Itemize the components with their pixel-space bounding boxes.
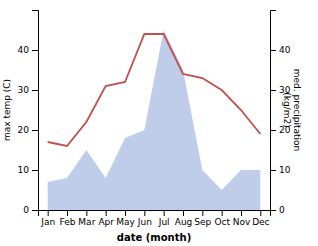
- y-axis-title: max temp (C): [2, 79, 12, 141]
- tick: Dec: [252, 210, 269, 227]
- marks: [48, 30, 261, 210]
- tick-mark: [270, 210, 276, 211]
- tick: Jul: [158, 210, 170, 227]
- tick-mark: [32, 90, 38, 91]
- x-axis-title: date (month): [117, 232, 191, 243]
- tick: Jun: [137, 210, 152, 227]
- tick: 20: [18, 125, 38, 135]
- tick-label: Apr: [98, 217, 114, 227]
- tick-mark: [125, 210, 126, 216]
- tick: 30: [18, 85, 38, 95]
- tick-mark: [67, 210, 68, 216]
- tick-label: May: [116, 217, 135, 227]
- tick-mark: [32, 210, 38, 211]
- tick-mark: [270, 50, 276, 51]
- tick: 40: [18, 45, 38, 55]
- tick-label: 30: [18, 85, 30, 95]
- tick-label: Jan: [40, 217, 55, 227]
- tick-label: Nov: [233, 217, 251, 227]
- y-axis: 0 10 20 30 40: [18, 11, 39, 216]
- title-line: med. precipitation: [292, 69, 302, 151]
- tick-label: Oct: [214, 217, 230, 227]
- y2-axis-title: med. precipitation(kg/m2): [282, 69, 302, 151]
- tick-label: Aug: [175, 217, 193, 227]
- tick: 10: [270, 165, 291, 175]
- tick-label: 10: [279, 165, 291, 175]
- tick-mark: [202, 210, 203, 216]
- tick: Oct: [214, 210, 230, 227]
- area: [48, 30, 261, 210]
- tick-label: 10: [18, 165, 30, 175]
- tick-mark: [222, 210, 223, 216]
- tick: Feb: [60, 210, 76, 227]
- tick-label: 40: [279, 45, 291, 55]
- tick-label: 0: [23, 205, 29, 215]
- tick-mark: [270, 130, 276, 131]
- tick: Apr: [98, 210, 114, 227]
- tick-label: 20: [18, 125, 30, 135]
- tick-mark: [270, 170, 276, 171]
- tick-mark: [32, 50, 38, 51]
- line: [48, 34, 261, 146]
- tick: Mar: [78, 210, 95, 227]
- tick-label: Dec: [252, 217, 269, 227]
- tick-mark: [241, 210, 242, 216]
- tick: May: [116, 210, 135, 227]
- axis-line: [271, 11, 277, 211]
- tick-mark: [86, 210, 87, 216]
- tick-label: Feb: [60, 217, 76, 227]
- tick-mark: [106, 210, 107, 216]
- plot-area: Jan FebMarAprMayJun Jul AugSepOctNovDec 0 10 2…: [18, 11, 291, 228]
- tick: 0: [270, 205, 285, 215]
- tick-label: 40: [18, 45, 30, 55]
- tick: Jan: [40, 210, 55, 227]
- tick-label: Jul: [158, 217, 170, 227]
- chart: Jan FebMarAprMayJun Jul AugSepOctNovDec 0 10 2…: [0, 0, 318, 246]
- tick-mark: [32, 130, 38, 131]
- tick: 40: [270, 45, 291, 55]
- axis-line: [32, 11, 39, 211]
- tick-mark: [144, 210, 145, 216]
- tick: Sep: [194, 210, 211, 227]
- axis-line: [39, 211, 271, 217]
- y2-axis: 010203040: [270, 11, 291, 216]
- tick-label: Sep: [194, 217, 211, 227]
- tick-mark: [48, 210, 49, 216]
- tick-mark: [260, 210, 261, 216]
- tick-label: Jun: [137, 217, 152, 227]
- tick-label: Mar: [78, 217, 95, 227]
- tick-mark: [164, 210, 165, 216]
- tick-mark: [183, 210, 184, 216]
- tick: 10: [18, 165, 38, 175]
- x-axis: Jan FebMarAprMayJun Jul AugSepOctNovDec: [39, 210, 271, 227]
- tick-mark: [270, 90, 276, 91]
- title-line: (kg/m2): [282, 92, 292, 127]
- tick: Nov: [233, 210, 251, 227]
- tick: 0: [23, 205, 38, 215]
- tick-label: 0: [279, 205, 285, 215]
- tick: Aug: [175, 210, 193, 227]
- tick-mark: [32, 170, 38, 171]
